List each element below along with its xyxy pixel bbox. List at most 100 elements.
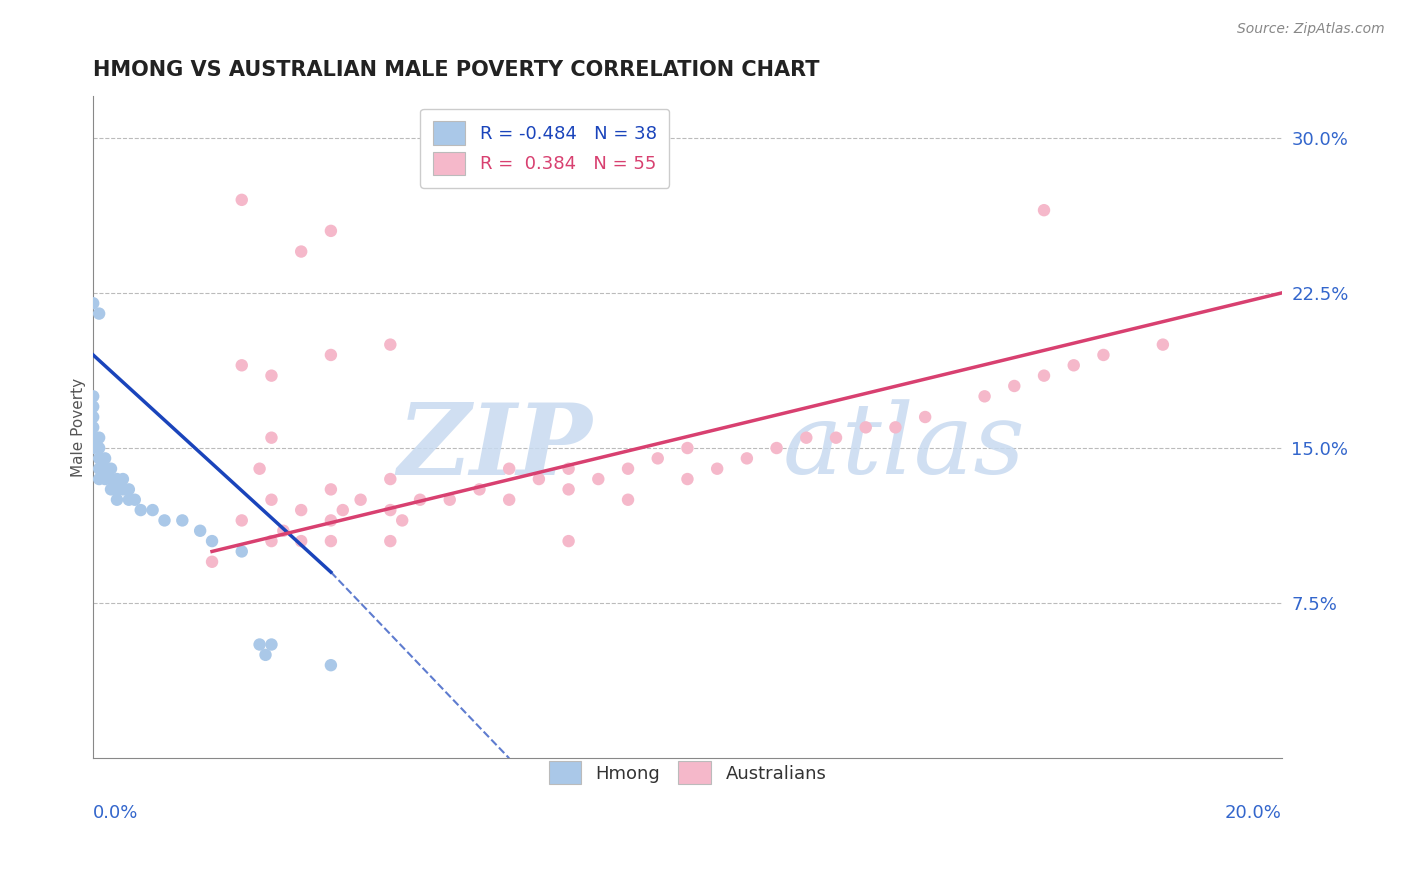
Point bbox=[273, 524, 295, 538]
Point bbox=[557, 534, 579, 549]
Point bbox=[260, 638, 283, 652]
Point bbox=[188, 524, 211, 538]
Point bbox=[82, 441, 104, 455]
Point bbox=[82, 389, 104, 403]
Text: atlas: atlas bbox=[783, 400, 1025, 495]
Point bbox=[231, 193, 253, 207]
Point bbox=[290, 534, 312, 549]
Point bbox=[706, 461, 728, 475]
Point bbox=[89, 307, 111, 321]
Point bbox=[142, 503, 165, 517]
Point bbox=[884, 420, 907, 434]
Point bbox=[409, 492, 432, 507]
Point bbox=[249, 638, 271, 652]
Point bbox=[617, 461, 640, 475]
Point bbox=[1033, 203, 1056, 218]
Point bbox=[249, 461, 271, 475]
Point bbox=[290, 503, 312, 517]
Point bbox=[617, 492, 640, 507]
Text: Source: ZipAtlas.com: Source: ZipAtlas.com bbox=[1237, 22, 1385, 37]
Point bbox=[319, 658, 342, 673]
Text: HMONG VS AUSTRALIAN MALE POVERTY CORRELATION CHART: HMONG VS AUSTRALIAN MALE POVERTY CORRELA… bbox=[93, 60, 820, 79]
Point bbox=[260, 534, 283, 549]
Point bbox=[765, 441, 787, 455]
Point bbox=[1092, 348, 1115, 362]
Point bbox=[82, 409, 104, 424]
Point bbox=[391, 513, 413, 527]
Point bbox=[124, 492, 146, 507]
Point bbox=[100, 483, 122, 497]
Point bbox=[100, 461, 122, 475]
Point bbox=[319, 348, 342, 362]
Point bbox=[825, 431, 848, 445]
Point bbox=[118, 492, 141, 507]
Point bbox=[105, 472, 128, 486]
Point bbox=[118, 483, 141, 497]
Point bbox=[260, 368, 283, 383]
Point bbox=[319, 513, 342, 527]
Point bbox=[1063, 359, 1085, 373]
Point bbox=[129, 503, 152, 517]
Point bbox=[260, 492, 283, 507]
Point bbox=[332, 503, 354, 517]
Point bbox=[380, 534, 402, 549]
Point bbox=[105, 483, 128, 497]
Point bbox=[82, 296, 104, 310]
Text: 20.0%: 20.0% bbox=[1225, 804, 1282, 822]
Point bbox=[89, 441, 111, 455]
Point bbox=[914, 409, 936, 424]
Point bbox=[319, 534, 342, 549]
Point bbox=[380, 337, 402, 351]
Point bbox=[855, 420, 877, 434]
Point bbox=[82, 431, 104, 445]
Point bbox=[349, 492, 371, 507]
Point bbox=[100, 472, 122, 486]
Point bbox=[380, 503, 402, 517]
Point bbox=[973, 389, 995, 403]
Point bbox=[201, 534, 224, 549]
Point bbox=[201, 555, 224, 569]
Point bbox=[290, 244, 312, 259]
Point bbox=[231, 544, 253, 558]
Point bbox=[676, 472, 699, 486]
Point bbox=[647, 451, 669, 466]
Point bbox=[735, 451, 758, 466]
Point bbox=[588, 472, 610, 486]
Point bbox=[111, 472, 134, 486]
Point bbox=[468, 483, 491, 497]
Point bbox=[527, 472, 550, 486]
Text: 0.0%: 0.0% bbox=[93, 804, 139, 822]
Point bbox=[172, 513, 194, 527]
Point bbox=[498, 492, 520, 507]
Point bbox=[89, 472, 111, 486]
Text: ZIP: ZIP bbox=[398, 399, 592, 495]
Point bbox=[260, 431, 283, 445]
Point bbox=[231, 513, 253, 527]
Point bbox=[89, 431, 111, 445]
Legend: Hmong, Australians: Hmong, Australians bbox=[534, 747, 841, 799]
Point bbox=[319, 483, 342, 497]
Point bbox=[94, 461, 117, 475]
Point bbox=[498, 461, 520, 475]
Point bbox=[94, 451, 117, 466]
Point bbox=[82, 400, 104, 414]
Point bbox=[319, 224, 342, 238]
Point bbox=[111, 483, 134, 497]
Point bbox=[1152, 337, 1174, 351]
Point bbox=[105, 492, 128, 507]
Point bbox=[231, 359, 253, 373]
Point bbox=[439, 492, 461, 507]
Point bbox=[82, 420, 104, 434]
Point bbox=[380, 472, 402, 486]
Y-axis label: Male Poverty: Male Poverty bbox=[72, 378, 86, 477]
Point bbox=[89, 461, 111, 475]
Point bbox=[254, 648, 277, 662]
Point bbox=[94, 472, 117, 486]
Point bbox=[89, 451, 111, 466]
Point bbox=[676, 441, 699, 455]
Point bbox=[794, 431, 817, 445]
Point bbox=[1002, 379, 1025, 393]
Point bbox=[557, 483, 579, 497]
Point bbox=[557, 461, 579, 475]
Point bbox=[1033, 368, 1056, 383]
